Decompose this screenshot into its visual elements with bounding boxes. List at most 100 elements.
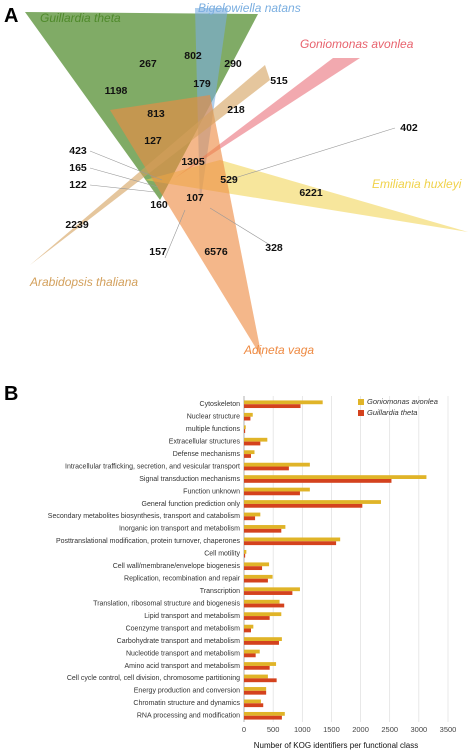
category-label: Function unknown [183,488,240,495]
legend-label: Guillardia theta [367,408,417,417]
bar-guillardia [244,653,256,658]
category-label: Chromatin structure and dynamics [133,700,240,707]
bar-goniomonas [244,599,280,604]
category-label: Signal transduction mechanisms [139,476,240,483]
venn-count: 423 [69,145,87,157]
venn-count: 1305 [181,156,205,168]
category-label: Nuclear structure [187,414,240,421]
x-tick-label: 1500 [323,725,340,734]
category-label: Intracellular trafficking, secretion, an… [65,463,240,470]
x-axis-label: Number of KOG identifiers per functional… [254,741,419,750]
bar-guillardia [244,553,246,558]
x-tick-label: 3500 [440,725,457,734]
bar-goniomonas [244,549,247,554]
venn-petal-adineta [110,95,262,358]
legend-label: Goniomonas avonlea [367,397,438,406]
bar-goniomonas [244,450,255,455]
category-label: Defense mechanisms [173,451,241,458]
category-label: General function prediction only [142,501,241,508]
venn-petal-arabidopsis [30,65,270,265]
panel-a-letter: A [4,5,18,27]
venn-count: 127 [144,135,162,147]
bar-goniomonas [244,525,286,529]
bar-goniomonas [244,437,268,442]
category-label: Coenzyme transport and metabolism [126,625,241,632]
venn-count: 218 [227,104,245,116]
bar-guillardia [244,491,300,496]
bar-goniomonas [244,711,285,716]
bar-guillardia [244,715,282,720]
bar-goniomonas [244,512,261,517]
bar-goniomonas [244,587,300,592]
venn-count: 1198 [105,85,128,97]
bar-guillardia [244,454,251,458]
bar-guillardia [244,690,267,695]
category-label: Posttranslational modification, protein … [56,538,241,545]
bar-guillardia [244,503,363,508]
category-label: Translation, ribosomal structure and bio… [93,600,240,607]
bar-goniomonas [244,687,267,691]
category-label: Secondary metabolites biosynthesis, tran… [48,513,240,520]
species-label-2: Goniomonas avonlea [300,37,414,51]
bar-goniomonas [244,475,427,479]
species-label-0: Guillardia theta [40,11,121,25]
x-tick-label: 3000 [411,725,428,734]
bar-guillardia [244,678,277,683]
venn-count: 2239 [65,219,89,231]
category-label: Nucleotide transport and metabolism [126,650,240,657]
bar-goniomonas [244,537,341,542]
species-label-1: Bigelowiella natans [198,1,301,15]
venn-count: 160 [150,199,168,211]
venn-count: 122 [69,179,87,191]
category-label: Carbohydrate transport and metabolism [117,638,241,645]
bar-guillardia [244,566,263,571]
bar-guillardia [244,541,337,546]
venn-count: 165 [69,162,87,174]
x-tick-label: 1000 [294,725,311,734]
bar-goniomonas [244,662,277,666]
bar-guillardia [244,441,261,446]
bar-goniomonas [244,637,282,641]
category-label: Cell motility [204,551,240,558]
venn-count: 328 [265,242,283,254]
category-label: RNA processing and modification [137,713,240,720]
species-label-3: Emiliania huxleyi [372,177,462,191]
x-tick-label: 0 [242,725,246,734]
venn-leader-lines [89,127,396,259]
bar-guillardia [244,516,256,521]
bar-goniomonas [244,500,381,504]
legend-swatch [358,410,364,416]
category-label: Cytoskeleton [200,401,241,408]
bar-guillardia [244,603,285,608]
bar-goniomonas [244,624,254,629]
bar-goniomonas [244,612,282,617]
category-label: multiple functions [186,426,241,433]
x-tick-label: 2000 [352,725,369,734]
panel-b-letter: B [4,383,18,405]
kog-bar-chart: 0 500 1000 1500 2000 2500 3000 3500 Number of KO… [48,396,457,750]
bar-goniomonas [244,649,260,654]
category-label: Cell cycle control, cell division, chrom… [67,675,240,682]
venn-count: 6576 [204,246,228,258]
venn-petal-goniomonas [175,58,360,178]
venn-count: 290 [224,58,242,70]
category-label: Energy production and conversion [134,688,240,695]
bar-guillardia [244,665,270,670]
x-tick-label: 2500 [381,725,398,734]
bar-goniomonas [244,412,253,417]
bar-goniomonas [244,487,310,492]
category-label: Inorganic ion transport and metabolism [119,526,240,533]
venn-diagram [25,8,468,358]
category-label: Lipid transport and metabolism [144,613,240,620]
bar-goniomonas [244,574,273,579]
bar-guillardia [244,528,282,533]
x-tick-label: 500 [267,725,280,734]
venn-count: 529 [220,174,238,186]
bar-guillardia [244,591,293,595]
bar-guillardia [244,628,251,633]
bar-guillardia [244,479,392,483]
venn-count: 179 [193,78,211,90]
bar-guillardia [244,429,246,433]
bar-guillardia [244,578,268,583]
